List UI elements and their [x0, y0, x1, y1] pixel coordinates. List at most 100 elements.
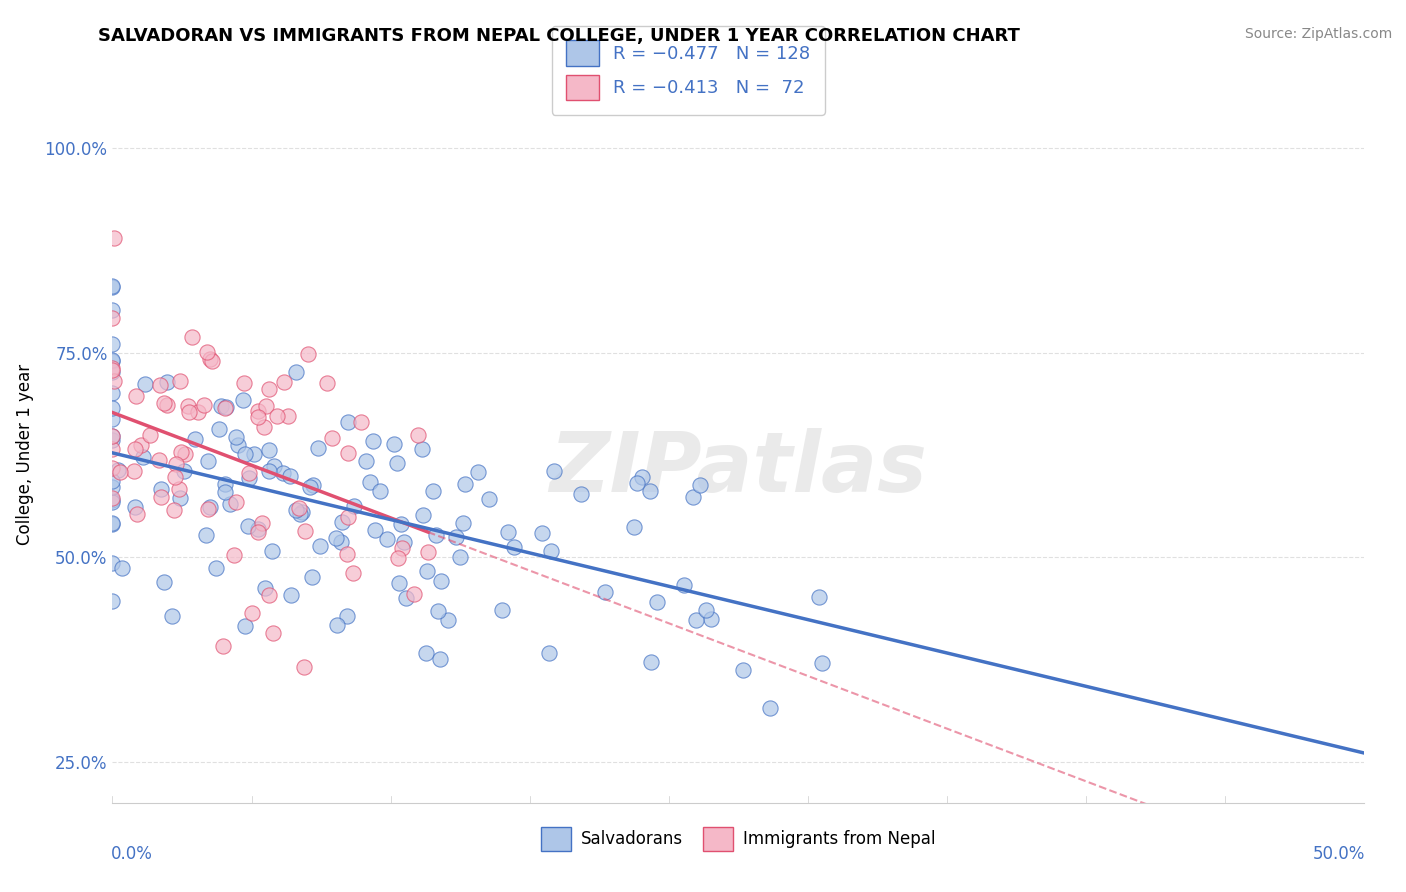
Point: [240, 606, 263, 620]
Point: [478, 491, 501, 506]
Point: [412, 508, 434, 522]
Point: [302, 478, 325, 492]
Point: [263, 459, 285, 474]
Point: [153, 395, 176, 409]
Point: [406, 428, 429, 442]
Point: [315, 376, 337, 391]
Point: [101, 516, 124, 531]
Point: [307, 441, 329, 455]
Point: [645, 595, 668, 609]
Point: [449, 550, 471, 565]
Point: [284, 365, 307, 379]
Point: [211, 639, 233, 653]
Point: [325, 531, 347, 545]
Point: [426, 604, 449, 618]
Point: [540, 543, 562, 558]
Point: [156, 398, 179, 412]
Point: [238, 466, 260, 480]
Point: [298, 480, 321, 494]
Point: [187, 405, 209, 419]
Point: [149, 483, 172, 497]
Point: [422, 484, 444, 499]
Point: [103, 231, 125, 245]
Point: [201, 354, 224, 368]
Point: [266, 409, 288, 423]
Point: [277, 409, 299, 423]
Point: [198, 352, 221, 367]
Point: [215, 400, 238, 414]
Point: [101, 336, 124, 351]
Point: [243, 447, 266, 461]
Point: [101, 428, 124, 442]
Point: [101, 461, 124, 475]
Point: [198, 500, 221, 514]
Point: [101, 556, 124, 570]
Point: [101, 474, 124, 488]
Point: [278, 469, 301, 483]
Point: [354, 454, 377, 468]
Point: [101, 303, 124, 318]
Point: [233, 618, 256, 632]
Point: [326, 618, 349, 632]
Point: [233, 376, 256, 390]
Point: [180, 330, 202, 344]
Point: [214, 476, 236, 491]
Point: [232, 393, 254, 408]
Point: [336, 445, 359, 459]
Point: [382, 437, 405, 451]
Point: [101, 491, 124, 505]
Point: [623, 520, 645, 534]
Point: [389, 517, 412, 532]
Point: [685, 613, 707, 627]
Text: 50.0%: 50.0%: [1313, 845, 1365, 863]
Point: [101, 480, 124, 494]
Point: [124, 500, 146, 514]
Point: [236, 519, 259, 533]
Point: [640, 656, 662, 670]
Point: [209, 399, 232, 413]
Point: [101, 354, 124, 368]
Point: [503, 541, 526, 555]
Point: [262, 544, 284, 558]
Point: [163, 503, 186, 517]
Point: [152, 574, 174, 589]
Point: [197, 502, 219, 516]
Point: [170, 445, 193, 459]
Point: [173, 464, 195, 478]
Point: [247, 522, 270, 536]
Point: [179, 405, 201, 419]
Point: [394, 535, 416, 549]
Point: [342, 566, 364, 580]
Point: [163, 470, 186, 484]
Text: ZIPatlas: ZIPatlas: [550, 428, 927, 509]
Point: [122, 464, 145, 478]
Point: [359, 475, 381, 489]
Point: [336, 547, 359, 561]
Point: [225, 430, 247, 444]
Point: [246, 404, 269, 418]
Point: [682, 490, 704, 504]
Point: [593, 584, 616, 599]
Point: [291, 505, 314, 519]
Point: [101, 594, 124, 608]
Point: [257, 382, 280, 396]
Point: [259, 464, 281, 478]
Point: [208, 422, 231, 436]
Point: [218, 497, 240, 511]
Point: [195, 528, 218, 542]
Text: Source: ZipAtlas.com: Source: ZipAtlas.com: [1244, 27, 1392, 41]
Legend: Salvadorans, Immigrants from Nepal: Salvadorans, Immigrants from Nepal: [527, 814, 949, 864]
Point: [262, 626, 284, 640]
Point: [233, 447, 256, 461]
Point: [129, 438, 152, 452]
Point: [108, 466, 131, 480]
Point: [385, 456, 408, 470]
Point: [411, 442, 433, 456]
Point: [148, 453, 170, 467]
Point: [543, 464, 565, 478]
Point: [101, 278, 124, 293]
Point: [214, 401, 236, 416]
Point: [257, 588, 280, 602]
Point: [284, 503, 307, 517]
Point: [160, 609, 183, 624]
